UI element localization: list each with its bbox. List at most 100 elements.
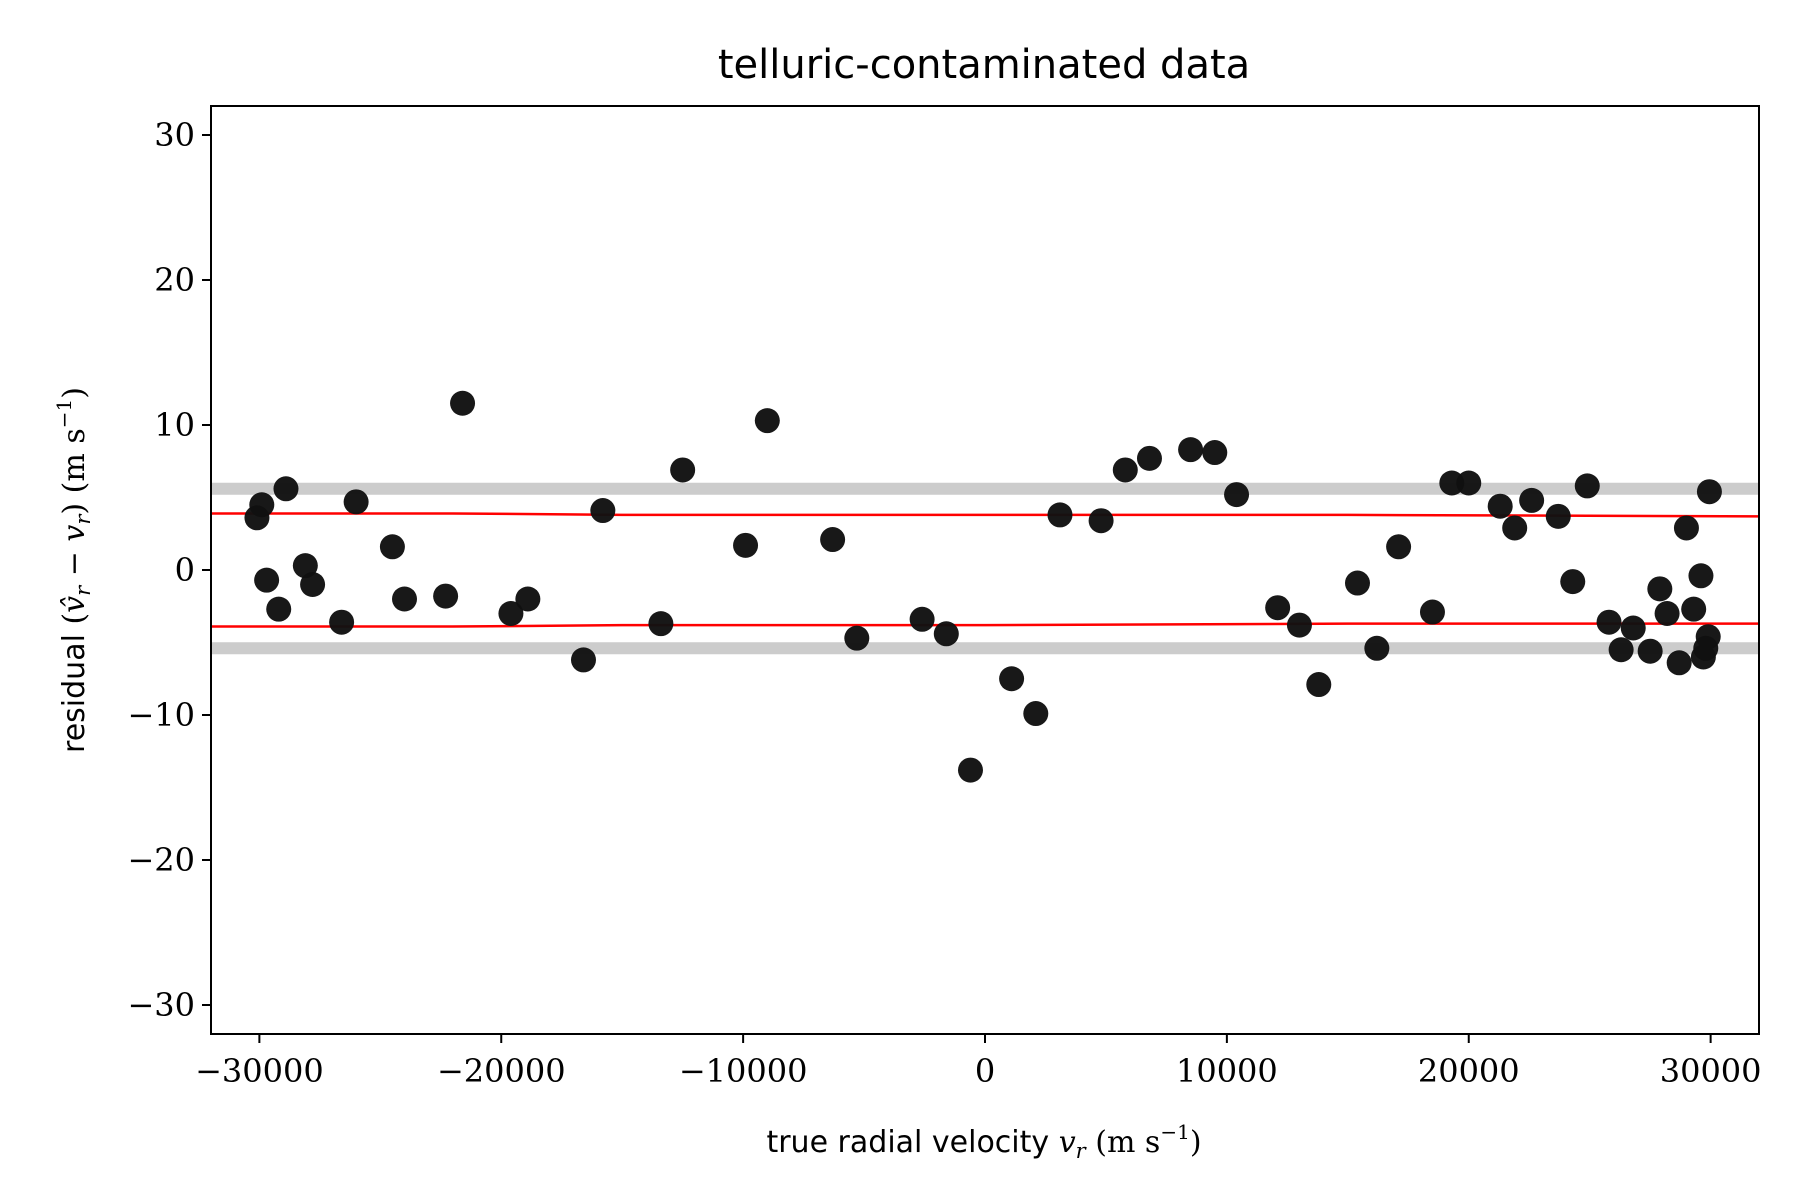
data-point bbox=[1364, 635, 1390, 661]
x-tick-label: 10000 bbox=[1176, 1052, 1278, 1090]
data-point bbox=[1696, 479, 1722, 505]
x-axis-label-units-exponent: −1 bbox=[1160, 1120, 1189, 1144]
y-axis-label-units: (m s bbox=[57, 428, 92, 503]
x-axis-label-symbol: v bbox=[1059, 1125, 1076, 1160]
data-point bbox=[1088, 508, 1114, 534]
data-point bbox=[1286, 612, 1312, 638]
x-tick-label: 20000 bbox=[1418, 1052, 1520, 1090]
data-point bbox=[1419, 599, 1445, 625]
data-point bbox=[1136, 445, 1162, 471]
data-point bbox=[1560, 569, 1586, 595]
data-point bbox=[570, 647, 596, 673]
y-tick-label: −20 bbox=[127, 841, 195, 879]
data-point bbox=[1456, 470, 1482, 496]
data-point bbox=[1519, 487, 1545, 513]
data-point bbox=[999, 666, 1025, 692]
x-tick-label: −20000 bbox=[437, 1052, 566, 1090]
data-point bbox=[1112, 457, 1138, 483]
data-point bbox=[670, 457, 696, 483]
data-point bbox=[590, 498, 616, 524]
data-point bbox=[1647, 576, 1673, 602]
data-point bbox=[1620, 615, 1646, 641]
data-point bbox=[844, 625, 870, 651]
y-axis-label-units-exponent: −1 bbox=[52, 399, 76, 428]
y-axis-label-text: residual bbox=[57, 625, 92, 753]
gray-bands bbox=[211, 482, 1759, 655]
red-line-1 bbox=[211, 512, 1760, 518]
data-point bbox=[392, 586, 417, 612]
data-point bbox=[266, 596, 292, 622]
data-point bbox=[1047, 502, 1073, 528]
red-line-2 bbox=[211, 622, 1759, 628]
y-tick-label: 30 bbox=[154, 116, 195, 154]
x-axis-label-subscript: r bbox=[1076, 1139, 1088, 1163]
x-tick-label: 0 bbox=[975, 1052, 995, 1090]
data-point bbox=[1681, 596, 1707, 622]
y-axis-label-minus: − bbox=[57, 542, 92, 586]
data-point bbox=[1596, 609, 1622, 635]
data-point bbox=[1487, 493, 1513, 519]
data-points bbox=[244, 390, 1722, 783]
data-point bbox=[292, 553, 318, 579]
x-tick-label: 30000 bbox=[1660, 1052, 1762, 1090]
data-point bbox=[754, 408, 780, 434]
chart-title: telluric-contaminated data bbox=[718, 42, 1250, 88]
data-point bbox=[820, 527, 846, 553]
data-point bbox=[249, 492, 275, 518]
data-point bbox=[909, 606, 935, 632]
data-point bbox=[1695, 624, 1721, 650]
data-point bbox=[1178, 437, 1204, 463]
data-point bbox=[1502, 515, 1528, 541]
data-point bbox=[1637, 638, 1663, 664]
data-point bbox=[1654, 601, 1680, 626]
x-axis-label-units-close: ) bbox=[1190, 1125, 1202, 1160]
y-axis-label-open: ( bbox=[57, 613, 92, 625]
x-axis-label-units: (m s bbox=[1086, 1125, 1161, 1160]
x-axis-ticks: −30000 −20000 −10000 0 10000 20000 30000 bbox=[195, 1034, 1762, 1090]
data-point bbox=[1306, 672, 1332, 698]
data-point bbox=[1344, 570, 1370, 596]
data-point bbox=[300, 572, 326, 597]
data-point bbox=[498, 601, 524, 626]
data-point bbox=[433, 583, 459, 609]
data-point bbox=[648, 611, 674, 637]
y-tick-label: −30 bbox=[127, 986, 195, 1024]
data-point bbox=[1673, 515, 1699, 541]
y-tick-label: −10 bbox=[127, 696, 195, 734]
data-point bbox=[957, 757, 983, 783]
y-axis-label-symbol: v bbox=[57, 525, 92, 542]
y-axis-ticks: −30 −20 −10 0 10 20 30 bbox=[127, 116, 211, 1024]
data-point bbox=[1023, 701, 1049, 727]
data-point bbox=[1688, 563, 1714, 589]
data-point bbox=[1202, 440, 1228, 466]
data-point bbox=[1386, 534, 1412, 560]
x-axis-label: true radial velocity vr (m s−1) bbox=[766, 1120, 1201, 1163]
data-point bbox=[933, 621, 959, 647]
y-axis-label-close: ) bbox=[57, 503, 92, 515]
y-axis-label-subscript-1: r bbox=[71, 584, 95, 596]
data-point bbox=[379, 534, 405, 560]
data-point bbox=[733, 532, 759, 558]
data-point bbox=[1666, 650, 1692, 676]
data-point bbox=[1545, 503, 1571, 529]
data-point bbox=[273, 476, 299, 502]
data-point bbox=[450, 390, 476, 416]
data-point bbox=[329, 609, 355, 635]
data-point bbox=[1224, 482, 1250, 508]
x-tick-label: −30000 bbox=[195, 1052, 324, 1090]
data-point bbox=[515, 586, 541, 612]
data-point bbox=[1265, 595, 1291, 621]
x-tick-label: −10000 bbox=[679, 1052, 808, 1090]
y-tick-label: 0 bbox=[175, 551, 195, 589]
data-point bbox=[1608, 637, 1634, 663]
data-point bbox=[1574, 473, 1600, 499]
y-axis-label-units-close: ) bbox=[57, 387, 92, 399]
data-point bbox=[343, 489, 369, 515]
y-axis-label-subscript-2: r bbox=[71, 513, 95, 525]
y-axis-label: residual (v̂r − vr) (m s−1) bbox=[52, 387, 95, 753]
red-threshold-lines bbox=[211, 512, 1760, 628]
y-axis-label-hat-symbol: v̂ bbox=[57, 596, 92, 613]
y-tick-label: 20 bbox=[154, 261, 195, 299]
data-point bbox=[254, 567, 280, 593]
